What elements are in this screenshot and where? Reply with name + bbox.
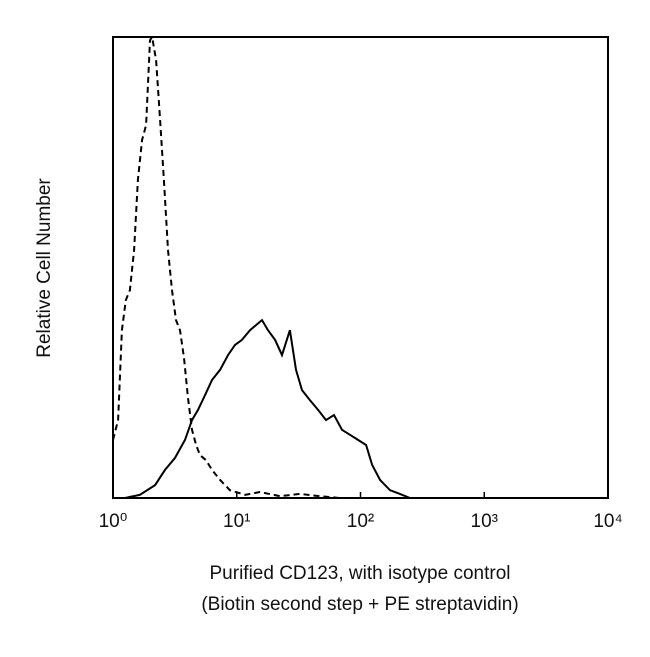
histogram-line <box>112 34 360 499</box>
histogram-line <box>124 318 431 499</box>
x-tick-label: 10⁰ <box>99 511 128 532</box>
x-axis-label: Purified CD123, with isotype control <box>210 563 511 584</box>
x-tick-label: 10³ <box>471 511 498 532</box>
x-tick-label: 10² <box>347 511 374 532</box>
y-axis-label: Relative Cell Number <box>34 178 55 358</box>
x-tick-label: 10¹ <box>223 511 250 532</box>
plot-frame <box>112 36 609 499</box>
x-tick-label: 10⁴ <box>593 511 622 532</box>
x-axis-label: (Biotin second step + PE streptavidin) <box>201 594 518 615</box>
